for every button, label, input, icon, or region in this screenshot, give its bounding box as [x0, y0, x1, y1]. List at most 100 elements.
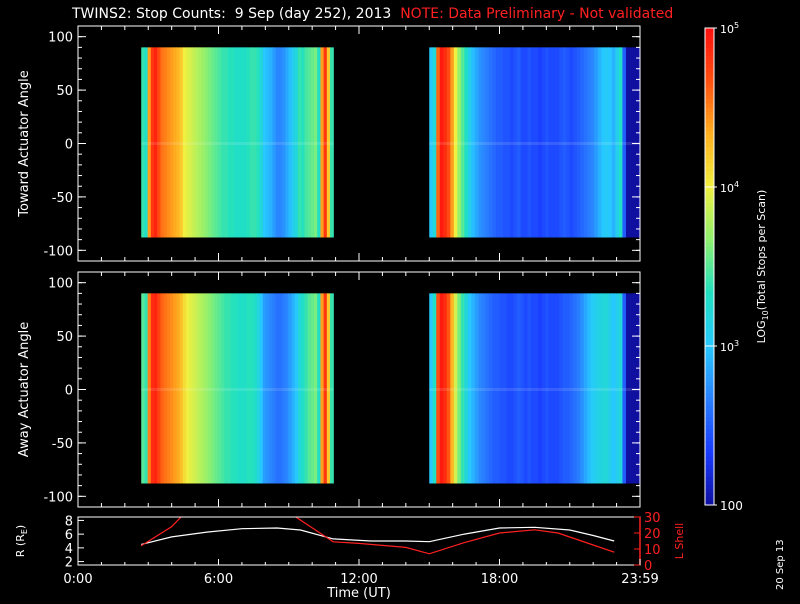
heatmap-cell	[601, 293, 606, 484]
colorbar-cell	[705, 489, 714, 494]
colorbar-cell	[705, 342, 714, 347]
colorbar-cell	[705, 322, 714, 327]
colorbar-cell	[705, 302, 714, 307]
heatmap-cell	[538, 47, 543, 238]
colorbar-cell	[705, 397, 714, 403]
heatmap-cell	[587, 293, 592, 484]
heatmap-cell	[170, 47, 174, 238]
colorbar-cell	[705, 477, 714, 482]
heatmap-cell	[192, 293, 197, 484]
heatmap-cell	[457, 293, 462, 484]
heatmap-cell	[495, 293, 501, 484]
heatmap-cell	[636, 47, 641, 238]
heatmap-cell	[275, 293, 280, 484]
colorbar-cell	[705, 183, 714, 188]
colorbar-cell	[705, 246, 714, 252]
heatmap-cell	[266, 293, 270, 484]
heatmap-cell	[182, 293, 187, 484]
colorbar-cell	[705, 433, 714, 438]
axes-box-toward	[77, 25, 641, 262]
y-tick-label: -100	[43, 244, 73, 259]
heatmap-cell	[611, 293, 617, 484]
heatmap-cell	[266, 47, 270, 238]
colorbar-cell	[705, 238, 714, 244]
colorbar-cell	[705, 175, 714, 180]
heatmap-cell	[531, 293, 536, 484]
heatmap-cell	[214, 293, 219, 484]
colorbar-cell	[705, 393, 714, 399]
colorbar-cell	[705, 63, 714, 69]
heatmap-cell	[622, 293, 627, 484]
heatmap-cell	[597, 293, 602, 484]
heatmap-cell	[594, 293, 599, 484]
heatmap-cell	[150, 293, 155, 484]
heatmap-cell	[154, 47, 158, 238]
colorbar-cell	[705, 43, 714, 49]
colorbar-cell	[705, 151, 714, 156]
heatmap-cell	[250, 293, 254, 484]
heatmap-cell	[450, 47, 455, 238]
heatmap-cell	[450, 293, 455, 484]
heatmap-cell	[545, 47, 550, 238]
page-title: TWINS2: Stop Counts: 9 Sep (day 252), 20…	[72, 6, 673, 22]
heatmap-cell	[492, 47, 497, 238]
heatmap-cell	[211, 47, 216, 238]
heatmap-cell	[278, 47, 283, 238]
colorbar-cell	[705, 95, 714, 101]
colorbar-cell	[705, 187, 714, 192]
heatmap-cell	[503, 293, 508, 484]
heatmap-cell	[250, 47, 254, 238]
x-tick-label: 12:00	[340, 572, 377, 587]
heatmap-cell	[269, 47, 274, 238]
heatmap-cell	[182, 47, 187, 238]
heatmap-cell	[513, 47, 518, 238]
heatmap-cell	[314, 293, 318, 484]
heatmap-cell	[262, 293, 267, 484]
colorbar-tick-label: 100	[720, 499, 743, 513]
colorbar-cell	[705, 346, 714, 351]
heatmap-cell	[467, 293, 472, 484]
heatmap-cell	[576, 47, 581, 238]
heatmap-cell	[144, 47, 149, 238]
colorbar-cell	[705, 214, 714, 220]
heatmap-cell	[429, 47, 434, 238]
heatmap-cell	[460, 293, 465, 484]
colorbar-cell	[705, 206, 714, 212]
heatmap-cell	[594, 47, 599, 238]
heatmap-cell	[439, 293, 444, 484]
heatmap-cell	[580, 293, 585, 484]
heatmap-cell	[517, 293, 522, 484]
heatmap-cell	[517, 47, 522, 238]
colorbar-cell	[705, 218, 714, 224]
heatmap-cell	[272, 293, 277, 484]
colorbar-cell	[705, 417, 714, 423]
colorbar-cell	[705, 103, 714, 108]
heatmap-cell	[471, 47, 476, 238]
heatmap-cell	[205, 47, 210, 238]
colorbar-cell	[705, 35, 714, 41]
colorbar-cell	[705, 473, 714, 478]
colorbar-cell	[705, 250, 714, 256]
heatmap-cell	[173, 293, 178, 484]
heatmap-cell	[243, 293, 248, 484]
colorbar-cell	[705, 159, 714, 164]
colorbar-cell	[705, 445, 714, 450]
heatmap-cell	[632, 293, 638, 484]
x-tick-label: 6:00	[204, 572, 233, 587]
colorbar-tick-base: 10	[720, 182, 734, 195]
heatmap-cell	[285, 293, 290, 484]
heatmap-panel-away: -100 -50 0 50 100 Away Actuator Angle	[17, 272, 641, 507]
heatmap-cell	[326, 47, 331, 238]
y-tick-label: 2	[65, 556, 73, 571]
heatmap-cell	[499, 293, 504, 484]
heatmap-cell	[499, 47, 504, 238]
colorbar-cell	[705, 127, 714, 132]
heatmap-cell	[186, 293, 190, 484]
heatmap-cell	[170, 293, 174, 484]
heatmap-cell	[513, 293, 518, 484]
heatmap-cell	[291, 293, 296, 484]
heatmap-cell	[524, 47, 529, 238]
heatmap-cell	[555, 47, 560, 238]
heatmap-cell	[176, 293, 181, 484]
